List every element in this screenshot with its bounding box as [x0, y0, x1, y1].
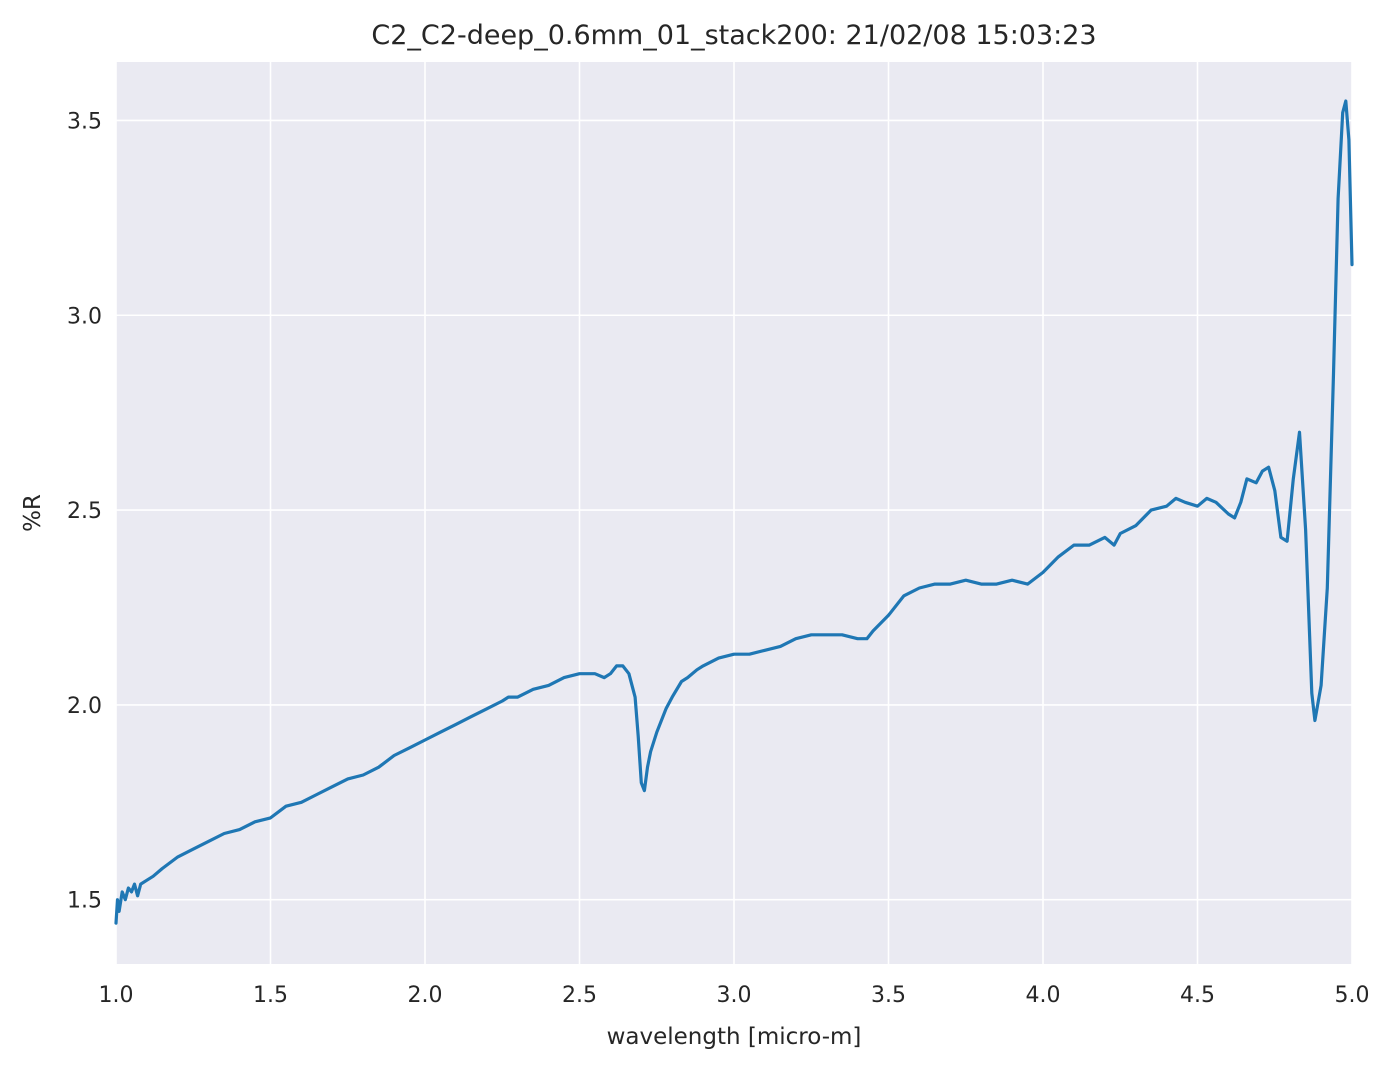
- x-axis-label: wavelength [micro-m]: [607, 1024, 862, 1050]
- y-tick-label: 2.0: [67, 694, 102, 719]
- x-tick-label: 2.0: [408, 983, 443, 1008]
- chart-title: C2_C2-deep_0.6mm_01_stack200: 21/02/08 1…: [371, 20, 1096, 51]
- x-tick-labels: 1.0 1.5 2.0 2.5 3.0 3.5 4.0 4.5 5.0: [99, 983, 1370, 1008]
- x-tick-label: 1.5: [253, 983, 288, 1008]
- series-line: [114, 99, 1354, 925]
- y-tick-label: 3.5: [67, 109, 102, 134]
- x-tick-label: 2.5: [562, 983, 597, 1008]
- y-tick-labels: 1.5 2.0 2.5 3.0 3.5: [67, 109, 102, 913]
- x-tick-label: 4.0: [1026, 983, 1061, 1008]
- x-tick-label: 1.0: [99, 983, 134, 1008]
- y-tick-label: 1.5: [67, 889, 102, 914]
- y-tick-label: 2.5: [67, 499, 102, 524]
- x-tick-label: 3.5: [871, 983, 906, 1008]
- y-axis-label: %R: [20, 494, 46, 532]
- y-tick-label: 3.0: [67, 304, 102, 329]
- x-tick-label: 3.0: [717, 983, 752, 1008]
- x-tick-label: 4.5: [1180, 983, 1215, 1008]
- series-group: [114, 99, 1354, 925]
- x-tick-label: 5.0: [1335, 983, 1370, 1008]
